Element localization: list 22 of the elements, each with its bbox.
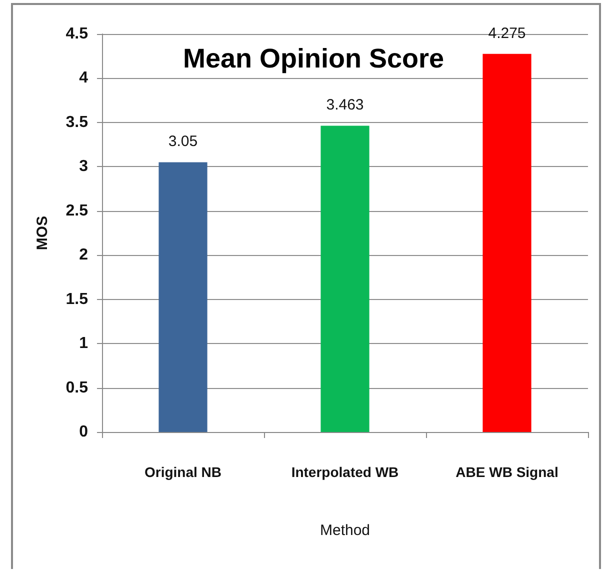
data-label: 3.463: [326, 96, 364, 114]
y-axis-title: MOS: [34, 216, 51, 250]
y-tick-label: 0.5: [66, 379, 88, 396]
y-tick-label: 3.5: [66, 114, 88, 131]
y-tick-label: 0: [79, 424, 88, 440]
y-tick-label: 1.5: [66, 290, 88, 308]
x-axis-title: Method: [320, 522, 370, 539]
x-tick-label: Interpolated WB: [291, 464, 399, 480]
y-tick-label: 4: [79, 70, 88, 87]
x-tick-label: ABE WB Signal: [456, 464, 558, 480]
y-tick-label: 2.5: [66, 202, 88, 220]
y-tick-label: 4.5: [66, 26, 88, 42]
chart-title: Mean Opinion Score: [183, 44, 444, 74]
y-tick-label: 2: [79, 246, 88, 264]
bar: [320, 126, 370, 432]
data-label: 3.05: [168, 133, 198, 150]
y-tick-label: 3: [79, 158, 88, 176]
y-tick-label: 1: [79, 335, 88, 352]
bar: [158, 162, 208, 432]
bar: [482, 54, 532, 432]
x-tick-label: Original NB: [144, 464, 222, 480]
data-label: 4.275: [488, 24, 526, 42]
